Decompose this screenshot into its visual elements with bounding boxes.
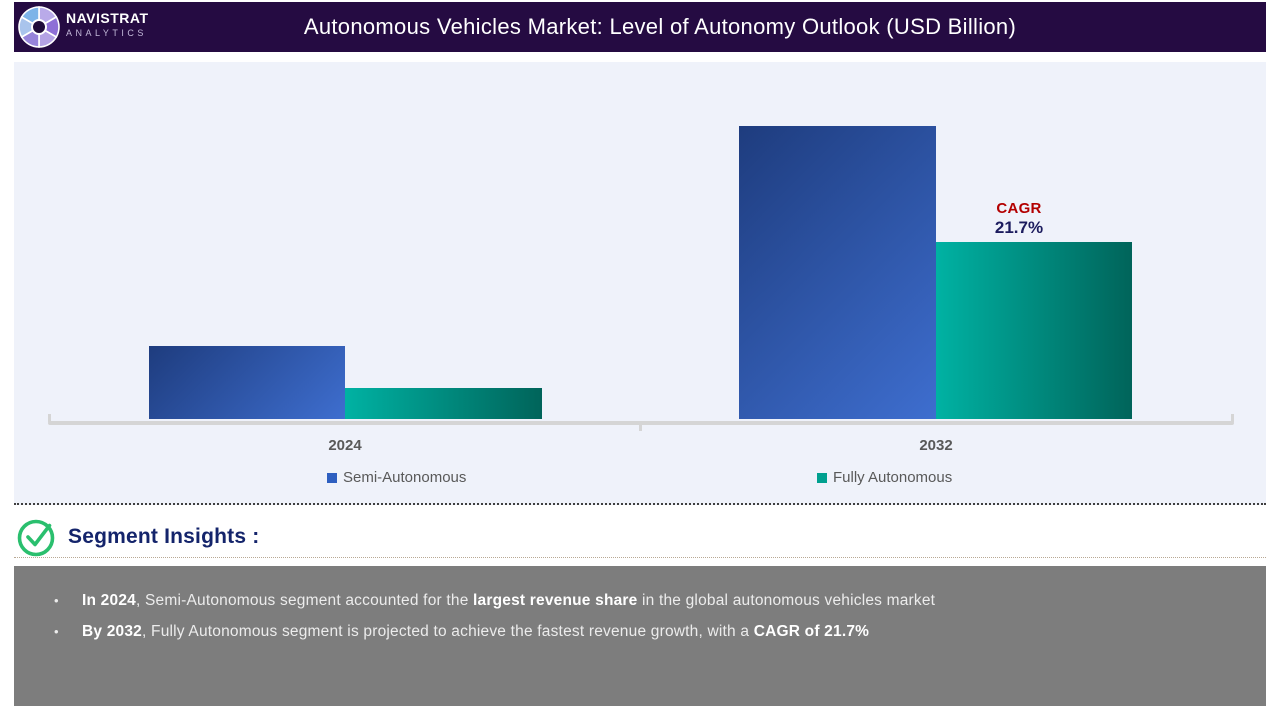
chart-area: 2024 2032 CAGR 21.7% Semi-Autonomous Ful… xyxy=(14,62,1266,505)
legend-item-fully-autonomous: Fully Autonomous xyxy=(817,469,952,486)
bar-semi-autonomous-2032 xyxy=(739,126,936,419)
legend-swatch-semi-icon xyxy=(327,472,337,483)
cagr-annotation: CAGR 21.7% xyxy=(954,200,1084,238)
brand-subtitle: ANALYTICS xyxy=(66,28,147,38)
insights-heading: Segment Insights : xyxy=(68,525,260,548)
insight-bullet: • By 2032, Fully Autonomous segment is pr… xyxy=(54,623,870,640)
heading-divider xyxy=(14,557,1266,558)
insight-bullet-list: • In 2024, Semi-Autonomous segment accoun… xyxy=(54,592,1236,641)
insight-bullet: • In 2024, Semi-Autonomous segment accoun… xyxy=(54,592,936,609)
legend-label-semi: Semi-Autonomous xyxy=(343,469,467,486)
bar-fully-autonomous-2032 xyxy=(936,242,1132,419)
bar-fully-autonomous-2024 xyxy=(345,388,542,419)
axis-tick-middle xyxy=(639,424,642,431)
check-circle-icon xyxy=(16,516,58,558)
category-label-2024: 2024 xyxy=(328,437,362,454)
x-axis-line xyxy=(48,421,1234,425)
legend-label-fully: Fully Autonomous xyxy=(833,469,953,486)
navistrat-logo-icon xyxy=(17,5,61,49)
cagr-value: 21.7% xyxy=(994,218,1044,237)
brand-block: NAVISTRAT ANALYTICS xyxy=(66,10,149,38)
bar-semi-autonomous-2024 xyxy=(149,346,345,419)
legend-swatch-fully-icon xyxy=(817,472,827,483)
insights-box: • In 2024, Semi-Autonomous segment accoun… xyxy=(14,566,1266,706)
axis-tick-right xyxy=(1231,414,1234,422)
category-label-2032: 2032 xyxy=(919,437,953,454)
header-bar: NAVISTRAT ANALYTICS Autonomous Vehicles … xyxy=(14,2,1266,52)
page-title: Autonomous Vehicles Market: Level of Aut… xyxy=(303,14,1017,39)
brand-name: NAVISTRAT xyxy=(66,10,149,26)
cagr-label: CAGR xyxy=(996,200,1042,217)
axis-tick-left xyxy=(48,414,51,422)
legend-item-semi-autonomous: Semi-Autonomous xyxy=(327,469,466,486)
